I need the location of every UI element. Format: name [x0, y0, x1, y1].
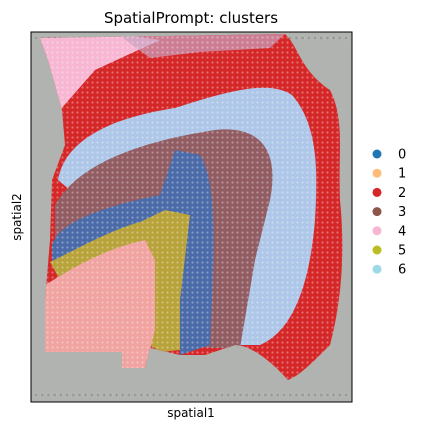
spot-texture: [40, 34, 343, 380]
fiducial-dot-bottom: [287, 392, 293, 398]
fiducial-dot-bottom: [325, 392, 330, 398]
legend-label-1: 1: [398, 167, 406, 182]
fiducial-dot-bottom: [213, 392, 219, 398]
legend-label-5: 5: [398, 244, 406, 259]
fiducial-dot-top: [33, 35, 39, 41]
fiducial-dot-bottom: [188, 392, 194, 398]
fiducial-dot-bottom: [139, 392, 144, 398]
fiducial-dot-bottom: [201, 392, 206, 398]
fiducial-dot-top: [331, 35, 336, 41]
fiducial-dot-bottom: [70, 392, 76, 398]
fiducial-dot-bottom: [145, 392, 150, 398]
fiducial-dot-bottom: [244, 392, 250, 398]
fiducial-dot-top: [312, 35, 318, 41]
fiducial-dot-bottom: [101, 392, 107, 398]
chart-title: SpatialPrompt: clusters: [104, 9, 278, 27]
fiducial-dot-bottom: [312, 392, 318, 398]
fiducial-dot-bottom: [58, 392, 64, 398]
fiducial-dot-bottom: [95, 392, 101, 398]
fiducial-dot-bottom: [194, 392, 200, 398]
fiducial-dot-bottom: [225, 392, 231, 398]
legend-marker-0: [372, 149, 382, 159]
legend: 0 1 2 3 4 5 6: [372, 148, 406, 278]
fiducial-dot-bottom: [263, 392, 268, 398]
fiducial-dot-bottom: [331, 392, 336, 398]
fiducial-dot-bottom: [151, 392, 157, 398]
fiducial-dot-bottom: [300, 392, 305, 398]
fiducial-dot-bottom: [275, 392, 281, 398]
plot-frame: [30, 31, 353, 403]
fiducial-dot-bottom: [64, 392, 70, 398]
fiducial-dot-bottom: [256, 392, 262, 398]
fiducial-dot-bottom: [33, 392, 39, 398]
fiducial-dot-bottom: [294, 392, 299, 398]
fiducial-dot-bottom: [108, 392, 113, 398]
fiducial-dot-bottom: [269, 392, 274, 398]
fiducial-dot-bottom: [238, 392, 243, 398]
fiducial-dot-bottom: [232, 392, 237, 398]
tissue-regions: [40, 34, 343, 380]
fiducial-dot-bottom: [132, 392, 138, 398]
fiducial-dot-bottom: [77, 392, 82, 398]
fiducial-dot-bottom: [114, 392, 119, 398]
fiducial-dot-bottom: [126, 392, 132, 398]
legend-label-4: 4: [398, 224, 406, 239]
fiducial-dot-top: [294, 35, 299, 41]
fiducial-dot-bottom: [170, 392, 175, 398]
x-axis-label: spatial1: [167, 406, 215, 420]
legend-marker-4: [372, 226, 382, 236]
fiducial-dot-bottom: [306, 392, 312, 398]
fiducial-dot-bottom: [281, 392, 287, 398]
fiducial-dot-bottom: [182, 392, 188, 398]
fiducial-dot-top: [306, 35, 312, 41]
legend-marker-2: [372, 187, 382, 197]
fiducial-dot-bottom: [157, 392, 163, 398]
fiducial-dot-bottom: [343, 392, 349, 398]
legend-marker-3: [372, 207, 382, 217]
fiducial-dot-bottom: [46, 392, 51, 398]
fiducial-dot-bottom: [176, 392, 181, 398]
fiducial-dot-top: [325, 35, 330, 41]
y-axis-label: spatial2: [10, 193, 24, 241]
fiducial-dot-bottom: [120, 392, 126, 398]
fiducial-dot-top: [343, 35, 349, 41]
fiducial-dot-top: [337, 35, 343, 41]
fiducial-dot-bottom: [89, 392, 95, 398]
legend-label-3: 3: [398, 205, 406, 220]
fiducial-dot-bottom: [83, 392, 88, 398]
legend-label-6: 6: [398, 263, 406, 278]
legend-marker-1: [372, 168, 382, 178]
legend-marker-5: [372, 245, 382, 255]
legend-label-2: 2: [398, 186, 406, 201]
fiducial-dot-bottom: [39, 392, 45, 398]
fiducial-dot-bottom: [250, 392, 256, 398]
legend-label-0: 0: [398, 148, 406, 163]
legend-marker-6: [372, 264, 382, 274]
fiducial-dot-top: [318, 35, 324, 41]
fiducial-dot-bottom: [207, 392, 212, 398]
fiducial-dot-top: [300, 35, 305, 41]
fiducial-dot-bottom: [52, 392, 57, 398]
fiducial-dot-bottom: [219, 392, 225, 398]
fiducial-dot-bottom: [337, 392, 343, 398]
fiducial-dot-bottom: [318, 392, 324, 398]
fiducial-dot-bottom: [163, 392, 169, 398]
